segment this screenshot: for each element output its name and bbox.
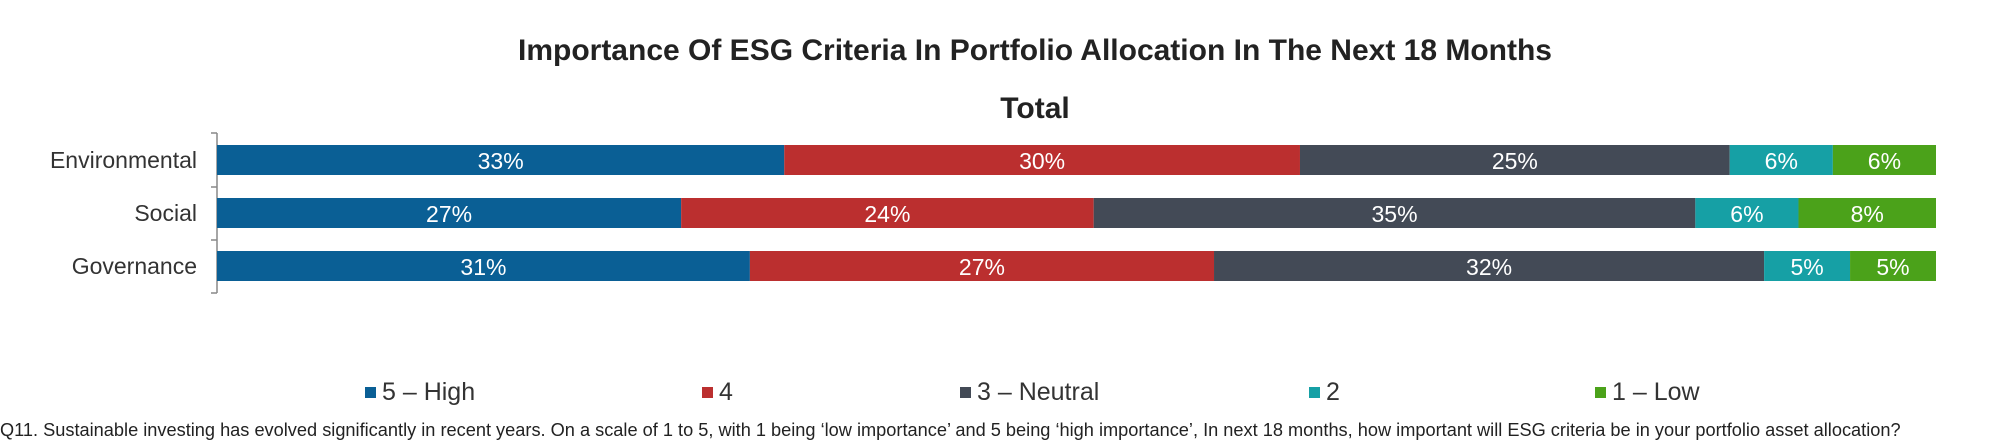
data-label: 6% [1868,148,1901,174]
legend-item: 2 [1309,378,1340,407]
legend-label: 3 – Neutral [977,378,1100,406]
legend-swatch [960,387,971,398]
bar-segment [1214,251,1765,281]
data-label: 31% [460,254,506,280]
legend-label: 5 – High [382,378,476,406]
data-label: 32% [1466,254,1512,280]
bar-segment [217,251,750,281]
legend-item: 3 – Neutral [960,378,1099,407]
bar-segment [1764,251,1851,281]
data-label: 8% [1851,201,1884,227]
bar-segment [217,145,785,175]
legend-label: 4 [719,378,733,406]
category-label: Governance [72,253,197,279]
bar-segment [1729,145,1833,175]
legend-item: 1 – Low [1595,378,1700,407]
legend-swatch [702,387,713,398]
bar-segment [217,198,682,228]
chart-title: Importance Of ESG Criteria In Portfolio … [517,34,1552,67]
chart-subtitle: Total [1000,92,1070,125]
data-label: 6% [1765,148,1798,174]
legend-item: 4 [702,378,733,407]
bar-segment [681,198,1094,228]
data-label: 27% [426,201,472,227]
bar-segment [1850,251,1936,281]
legend-swatch [1309,387,1320,398]
survey-question-footnote: Q11. Sustainable investing has evolved s… [0,420,1901,440]
legend-label: 1 – Low [1612,378,1700,406]
legend-swatch [1595,387,1606,398]
data-label: 5% [1790,254,1823,280]
legend-swatch [365,387,376,398]
data-label: 25% [1492,148,1538,174]
bar-segment [749,251,1215,281]
bar-segment [1299,145,1730,175]
data-label: 27% [959,254,1005,280]
bar-segment [784,145,1300,175]
category-label: Environmental [50,147,197,173]
data-label: 30% [1019,148,1065,174]
bar-segment [1832,145,1936,175]
data-label: 5% [1876,254,1909,280]
data-label: 24% [864,201,910,227]
chart-legend: 5 – High 4 3 – Neutral 2 1 – Low [0,378,1989,412]
stacked-bar-chart: Environmental 33% 30% 25% 6% 6% Social 27% 24% 35… [50,132,1936,294]
bar-segment [1798,198,1936,228]
legend-label: 2 [1326,378,1340,406]
data-label: 6% [1730,201,1763,227]
data-label: 35% [1371,201,1417,227]
category-label: Social [134,200,197,226]
data-label: 33% [478,148,524,174]
bar-segment [1093,198,1696,228]
legend-item: 5 – High [365,378,475,407]
bar-segment [1695,198,1799,228]
